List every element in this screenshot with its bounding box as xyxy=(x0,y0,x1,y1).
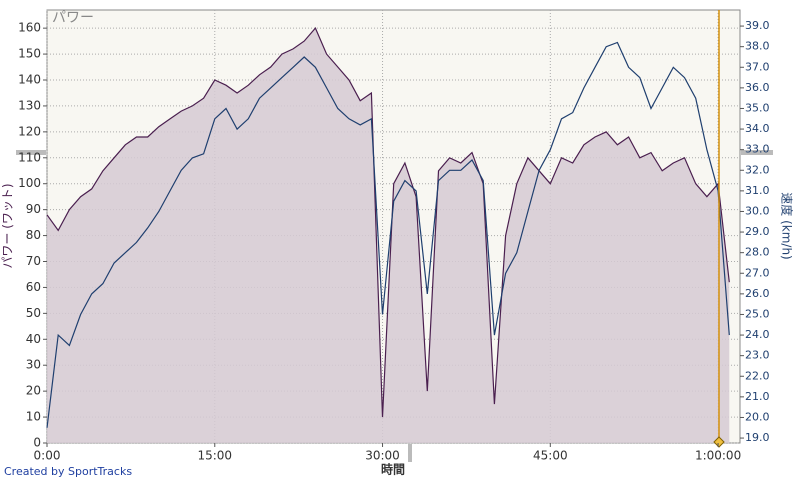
y-tick-label: 160 xyxy=(18,21,41,35)
y2-tick-label: 30.0 xyxy=(745,204,770,217)
y2-tick-label: 25.0 xyxy=(745,307,770,320)
series-line xyxy=(46,41,730,428)
credit: Created by SportTracks xyxy=(4,465,132,478)
y-tick-label: 50 xyxy=(26,306,41,320)
y2-tick-label: 39.0 xyxy=(745,19,770,32)
y-tick-label: 150 xyxy=(18,47,41,61)
y-tick-label: 70 xyxy=(26,254,41,268)
y-tick-label: 110 xyxy=(18,150,41,164)
y2-tick-label: 38.0 xyxy=(745,40,770,53)
y-tick-label: 0 xyxy=(33,436,41,450)
y2-tick-label: 23.0 xyxy=(745,349,770,362)
x-tick-label: 45:00 xyxy=(533,449,568,463)
series-area xyxy=(47,28,730,443)
y2-tick-label: 19.0 xyxy=(745,431,770,444)
y-tick-label: 140 xyxy=(18,73,41,87)
x-tick-label: 0:00 xyxy=(34,449,61,463)
y2-tick-label: 36.0 xyxy=(745,81,770,94)
y2-tick-label: 35.0 xyxy=(745,101,770,114)
bottom-handle xyxy=(408,444,412,462)
y-tick-label: 20 xyxy=(26,384,41,398)
y-tick-label: 90 xyxy=(26,202,41,216)
y2-tick-label: 34.0 xyxy=(745,122,770,135)
y2-tick-label: 26.0 xyxy=(745,287,770,300)
cursor-handle xyxy=(713,436,725,448)
right-handle xyxy=(741,150,773,155)
y2-tick-label: 33.0 xyxy=(745,143,770,156)
chart-title: パワー xyxy=(52,10,94,26)
x-tick-label: 1:00:00 xyxy=(695,449,741,463)
y-tick-label: 130 xyxy=(18,98,41,112)
y2-axis-label: 速度 (km/h) xyxy=(780,192,795,259)
left-handle xyxy=(16,150,46,155)
series-line xyxy=(46,26,730,418)
y-tick-label: 10 xyxy=(26,410,41,424)
y2-tick-label: 22.0 xyxy=(745,369,770,382)
y2-tick-label: 28.0 xyxy=(745,246,770,259)
y2-tick-label: 31.0 xyxy=(745,184,770,197)
x-tick-label: 30:00 xyxy=(365,449,400,463)
x-axis-label: 時間 xyxy=(381,462,405,477)
y-tick-label: 100 xyxy=(18,176,41,190)
y2-tick-label: 32.0 xyxy=(745,163,770,176)
y2-tick-label: 20.0 xyxy=(745,410,770,423)
y-tick-label: 40 xyxy=(26,332,41,346)
y2-tick-label: 27.0 xyxy=(745,266,770,279)
x-tick-label: 15:00 xyxy=(197,449,232,463)
y2-tick-label: 37.0 xyxy=(745,60,770,73)
y-tick-label: 60 xyxy=(26,280,41,294)
y2-tick-label: 29.0 xyxy=(745,225,770,238)
y-tick-label: 80 xyxy=(26,228,41,242)
y2-tick-label: 21.0 xyxy=(745,390,770,403)
y-tick-label: 120 xyxy=(18,124,41,138)
plot xyxy=(46,10,740,444)
y-tick-label: 30 xyxy=(26,358,41,372)
y-axis-label: パワー (ワット) xyxy=(1,183,15,268)
y2-tick-label: 24.0 xyxy=(745,328,770,341)
